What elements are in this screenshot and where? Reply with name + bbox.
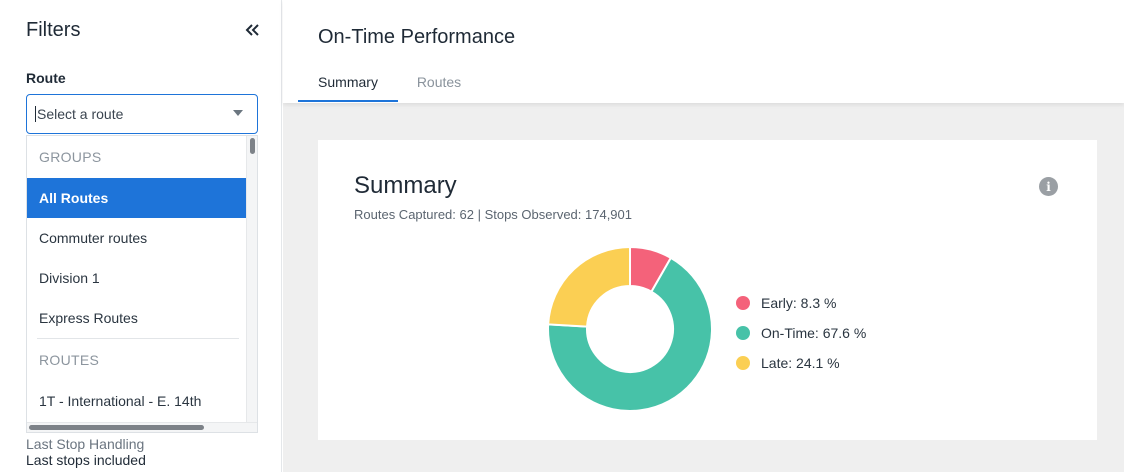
route-dropdown-menu: GROUPS All Routes Commuter routes Divisi… — [26, 135, 258, 433]
dropdown-group-header-groups: GROUPS — [39, 149, 102, 165]
filters-sidebar: Filters Route Select a route GROUPS All … — [0, 0, 282, 472]
double-chevron-left-icon — [245, 24, 259, 36]
legend-dot-early — [736, 296, 750, 310]
route-dropdown-list: GROUPS All Routes Commuter routes Divisi… — [27, 136, 247, 421]
collapse-sidebar-button[interactable] — [240, 18, 264, 42]
tab-routes[interactable]: Routes — [416, 74, 462, 90]
donut-slice-on-time — [547, 256, 713, 412]
route-select-placeholder: Select a route — [37, 106, 124, 122]
page-header: On-Time Performance Summary Routes — [283, 0, 1124, 103]
dropdown-option[interactable]: Express Routes — [39, 310, 138, 326]
route-label: Route — [26, 70, 66, 86]
summary-card-title: Summary — [354, 172, 457, 199]
last-stop-handling-value: Last stops included — [26, 452, 146, 468]
legend-label-late: Late: 24.1 % — [761, 355, 840, 371]
legend-item-on-time: On-Time: 67.6 % — [736, 318, 866, 348]
page-title: On-Time Performance — [318, 26, 516, 48]
donut-slice-late — [547, 245, 631, 328]
chart-legend: Early: 8.3 % On-Time: 67.6 % Late: 24.1 … — [736, 288, 866, 378]
dropdown-option[interactable]: All Routes — [27, 178, 247, 218]
dropdown-option[interactable]: Commuter routes — [39, 230, 148, 246]
on-time-donut-chart — [547, 245, 713, 412]
legend-item-late: Late: 24.1 % — [736, 348, 866, 378]
vertical-scrollbar-thumb[interactable] — [250, 138, 255, 154]
summary-card: Summary Routes Captured: 62 | Stops Obse… — [318, 140, 1097, 440]
tab-summary[interactable]: Summary — [298, 74, 398, 102]
info-icon[interactable]: i — [1039, 177, 1058, 196]
dropdown-divider — [37, 338, 239, 339]
dropdown-group-header-routes: ROUTES — [39, 352, 100, 368]
legend-label-early: Early: 8.3 % — [761, 295, 837, 311]
summary-card-subtitle: Routes Captured: 62 | Stops Observed: 17… — [354, 207, 632, 222]
text-cursor — [35, 106, 36, 122]
main-content: On-Time Performance Summary Routes Summa… — [283, 0, 1124, 472]
dropdown-horizontal-scrollbar[interactable] — [27, 422, 257, 432]
legend-dot-on-time — [736, 326, 750, 340]
legend-label-on-time: On-Time: 67.6 % — [761, 325, 867, 341]
dropdown-arrow-icon[interactable] — [233, 110, 243, 116]
dropdown-option[interactable]: 1T - International - E. 14th — [39, 393, 202, 409]
route-select[interactable]: Select a route — [26, 94, 258, 134]
dropdown-vertical-scrollbar[interactable] — [246, 136, 257, 424]
legend-item-early: Early: 8.3 % — [736, 288, 866, 318]
dropdown-option[interactable]: Division 1 — [39, 270, 100, 286]
last-stop-handling-label: Last Stop Handling — [26, 436, 145, 452]
filters-title: Filters — [26, 19, 81, 41]
horizontal-scrollbar-thumb[interactable] — [29, 425, 204, 430]
legend-dot-late — [736, 356, 750, 370]
